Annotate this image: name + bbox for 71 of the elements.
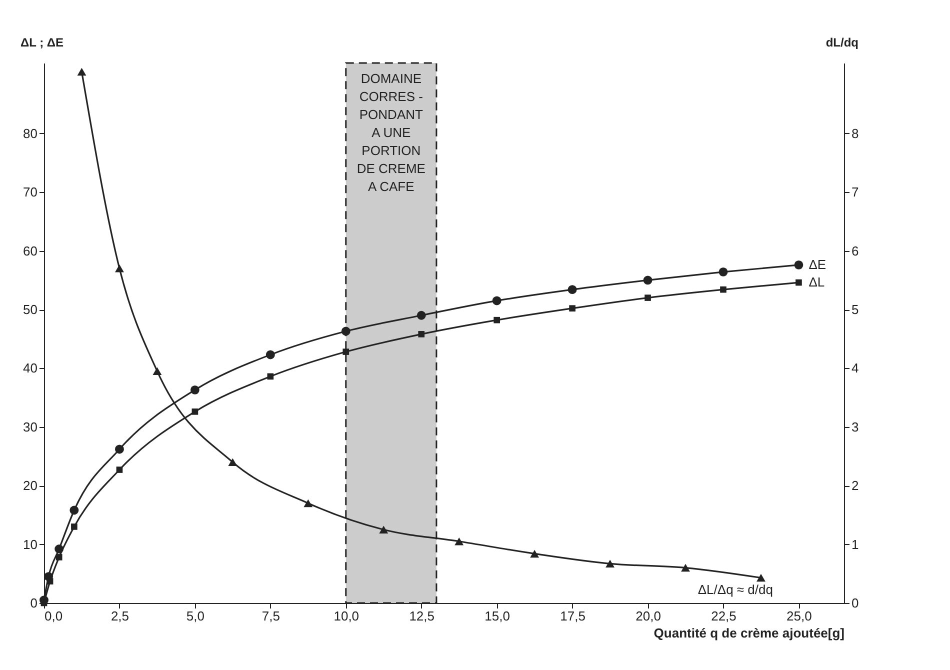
point — [796, 279, 802, 286]
point — [492, 296, 502, 306]
point — [606, 560, 615, 568]
x-tick-label: 25,0 — [786, 608, 812, 624]
x-tick-label: 0,0 — [44, 608, 63, 624]
point — [71, 524, 78, 530]
point — [720, 286, 726, 293]
point — [304, 499, 313, 508]
point — [342, 348, 350, 355]
point — [530, 550, 540, 558]
y-tick-label: 20 — [23, 478, 38, 494]
x-tick-label: 20,0 — [636, 608, 661, 624]
x-tick-label: 5,0 — [186, 608, 204, 624]
series-label: ΔL/Δq ≈ d/dq — [698, 582, 773, 597]
y-tick-label: 40 — [23, 360, 38, 376]
x-tick-label: 22,5 — [711, 608, 736, 624]
point — [416, 310, 426, 320]
y2-tick-label: 4 — [852, 360, 859, 376]
point — [568, 285, 577, 294]
x-tick-label: 17,5 — [560, 608, 586, 624]
y2-tick-label: 6 — [852, 243, 859, 258]
point — [379, 526, 388, 534]
y2-axis-title: dL/dq — [826, 36, 858, 50]
point — [115, 264, 124, 272]
x-tick-label: 2,5 — [110, 608, 130, 624]
point — [77, 68, 86, 76]
point — [266, 350, 275, 360]
y2-tick-label: 0 — [852, 596, 859, 610]
point — [46, 578, 54, 584]
point — [190, 385, 200, 394]
point — [192, 408, 198, 415]
y-axis-title: ΔL ; ΔE — [20, 36, 64, 50]
y-tick-label: 80 — [23, 126, 38, 141]
point — [794, 260, 804, 270]
point — [56, 554, 62, 560]
point — [70, 506, 79, 515]
x-axis-title: Quantité q de crème ajoutée[g] — [654, 626, 844, 640]
y-tick-label: 60 — [23, 243, 38, 258]
y2-tick-label: 3 — [852, 419, 859, 434]
point — [152, 367, 162, 376]
point — [756, 574, 766, 582]
x-tick-label: 10,0 — [334, 608, 360, 624]
band-label: DOMAINE CORRES - PONDANT A UNE PORTION DE CREME A CAFE — [356, 71, 426, 194]
y2-tick-label: 2 — [852, 478, 859, 494]
point — [569, 305, 576, 312]
point — [228, 458, 238, 466]
point — [267, 373, 274, 380]
point — [494, 316, 500, 324]
point — [644, 294, 651, 301]
y-tick-label: 10 — [23, 536, 38, 552]
point — [115, 444, 124, 454]
point — [643, 276, 652, 285]
x-tick-label: 12,5 — [409, 608, 435, 624]
y-tick-label: 30 — [23, 419, 38, 434]
point — [341, 326, 350, 336]
y2-tick-label: 8 — [852, 126, 859, 141]
series-label: ΔE — [808, 256, 826, 272]
point — [116, 466, 123, 473]
y-tick-label: 50 — [23, 302, 38, 318]
y-tick-label: 0 — [30, 596, 38, 610]
y2-tick-label: 1 — [852, 536, 859, 552]
series-label: ΔL — [808, 274, 825, 290]
x-tick-label: 15,0 — [484, 608, 510, 624]
point — [681, 564, 690, 572]
point — [718, 267, 728, 276]
y-tick-label: 70 — [23, 184, 38, 200]
y2-tick-label: 7 — [852, 184, 859, 200]
y2-tick-label: 5 — [852, 302, 859, 318]
x-tick-label: 7,5 — [262, 608, 280, 624]
point — [454, 537, 464, 546]
point — [418, 331, 425, 338]
